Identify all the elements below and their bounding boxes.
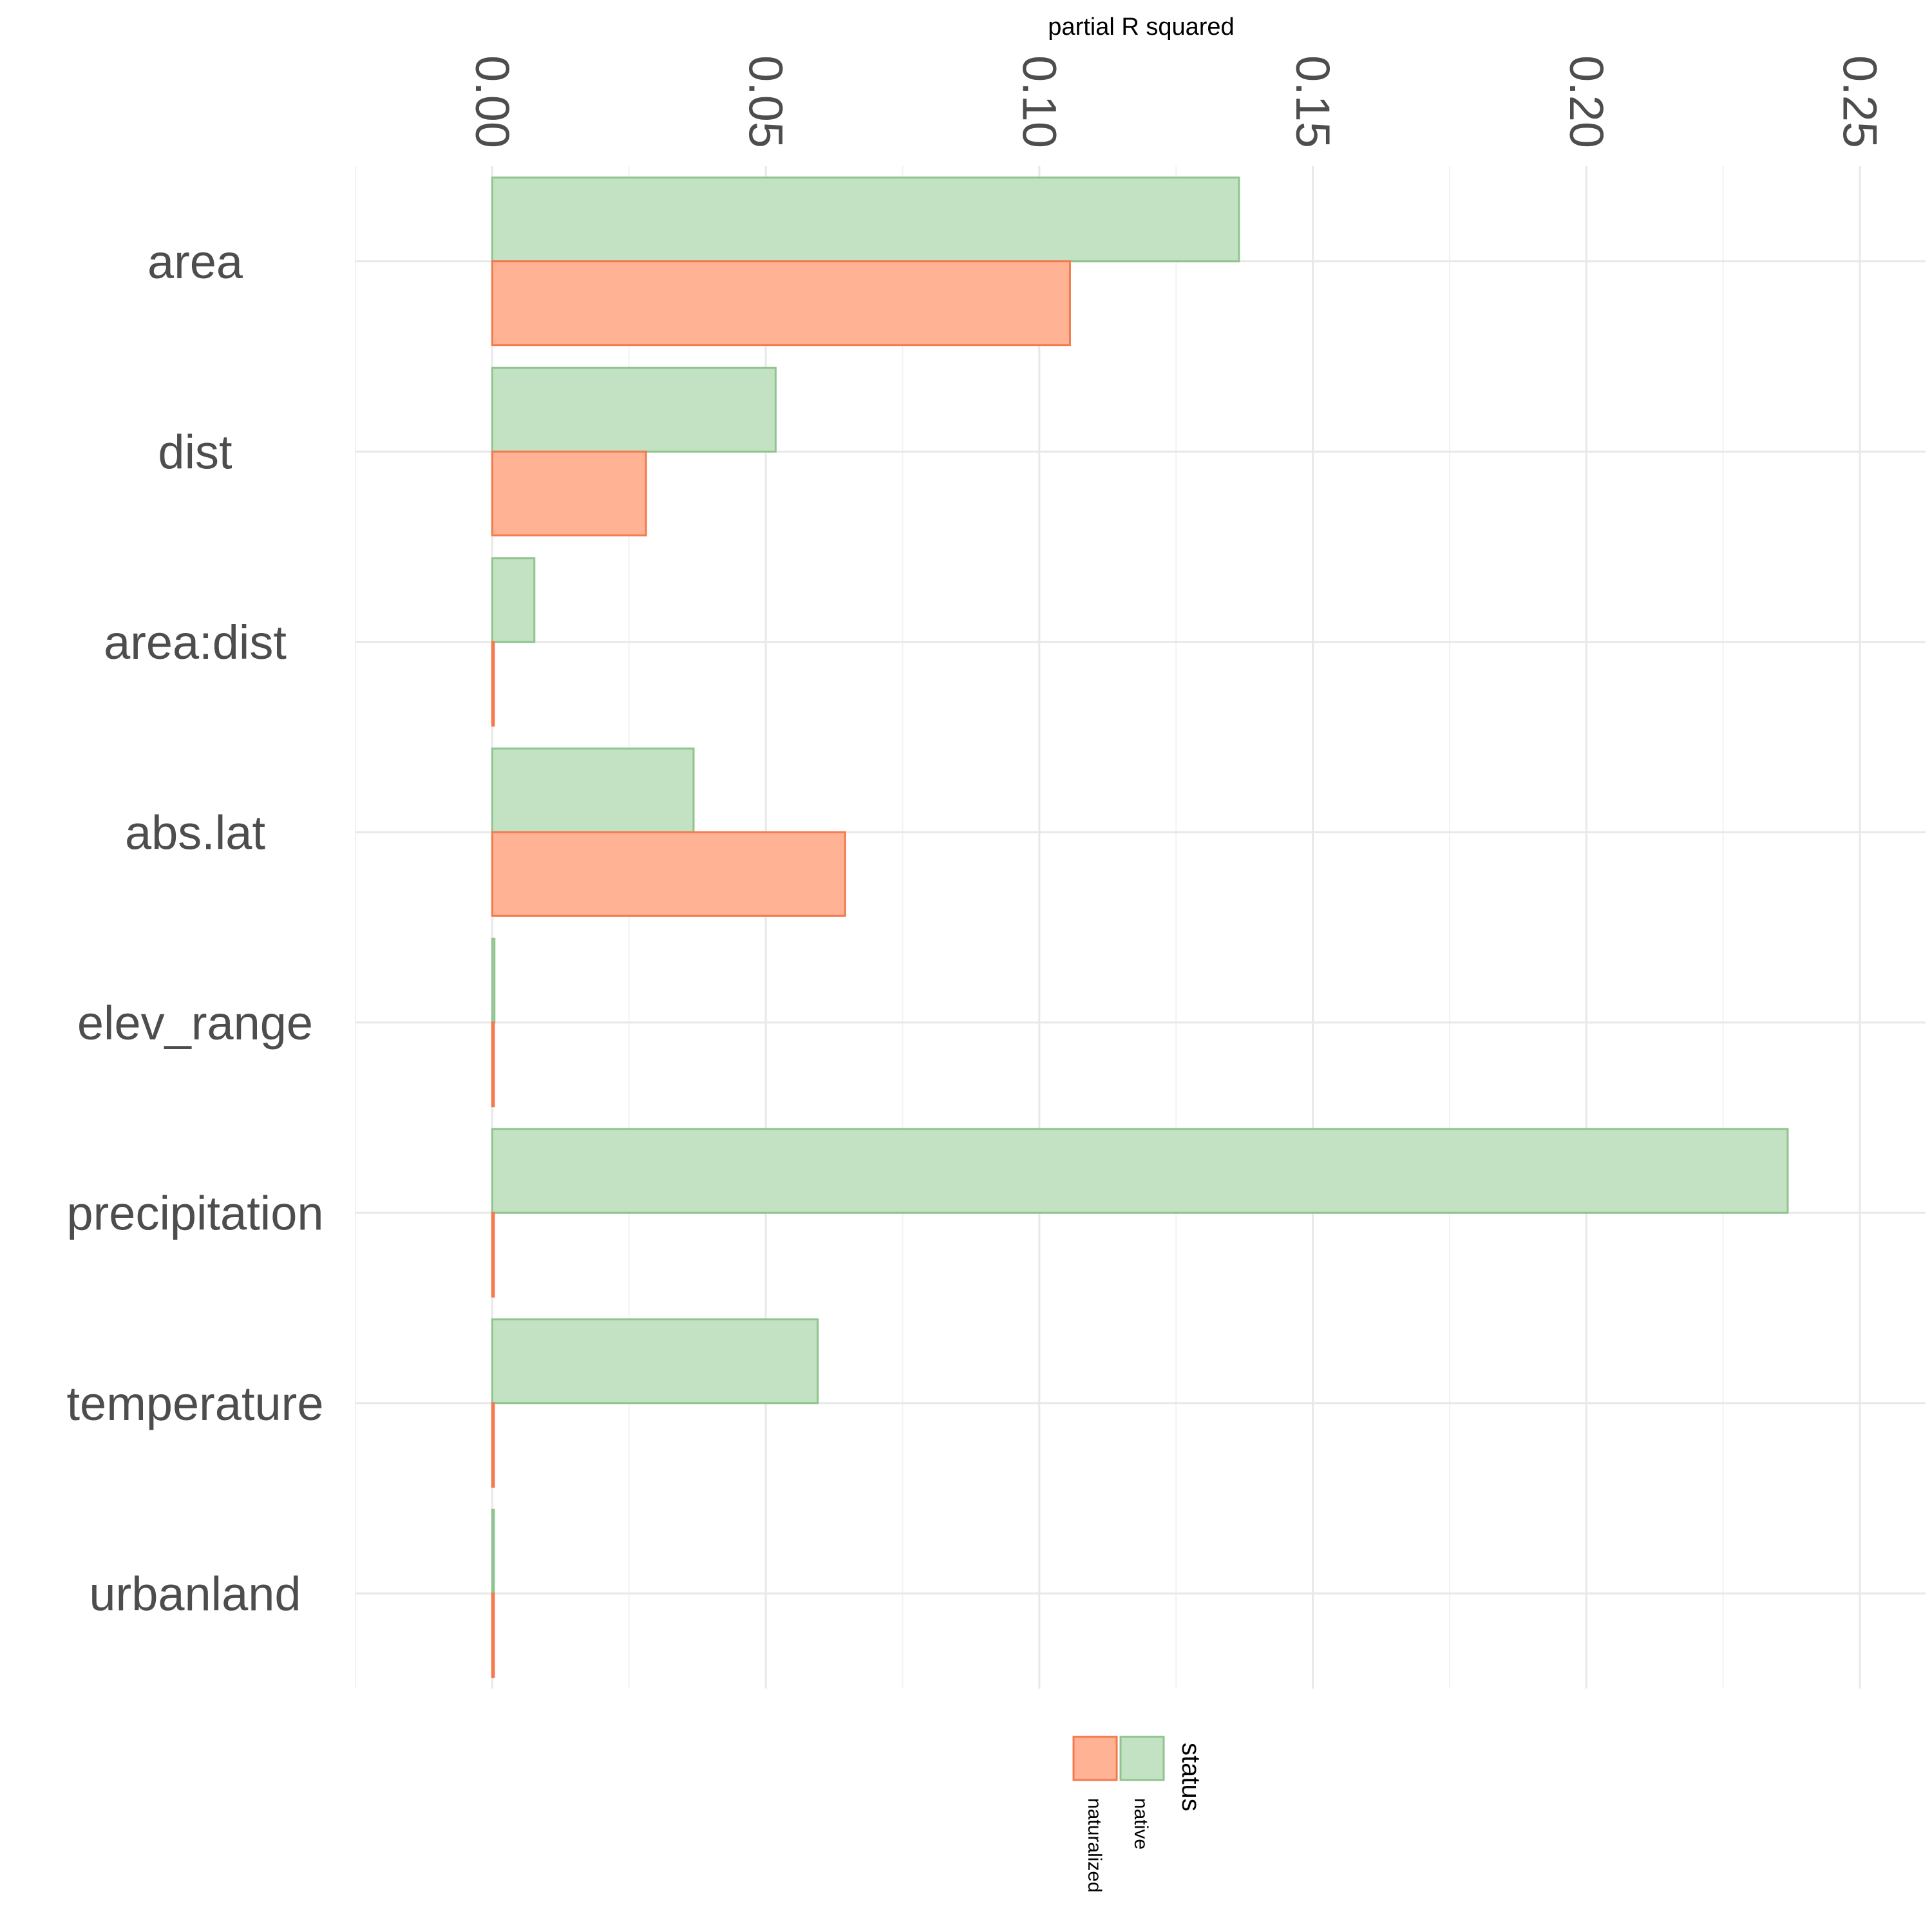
bar-naturalized-urbanland bbox=[491, 1592, 495, 1678]
y-tick-label: precipitation bbox=[66, 1186, 323, 1240]
bar-naturalized-dist bbox=[491, 450, 647, 536]
x-tick-label: 0.15 bbox=[1286, 55, 1340, 148]
bar-naturalized-temperature bbox=[491, 1402, 495, 1488]
x-tick-label: 0.00 bbox=[466, 55, 519, 148]
x-tick-label: 0.05 bbox=[739, 55, 793, 148]
x-axis-title: partial R squared bbox=[1048, 14, 1234, 41]
bar-naturalized-area bbox=[491, 260, 1071, 346]
x-tick-label: 0.25 bbox=[1833, 55, 1887, 148]
bar-naturalized-area:dist bbox=[491, 641, 495, 727]
bar-naturalized-elev_range bbox=[491, 1021, 495, 1108]
y-tick-label: urbanland bbox=[89, 1567, 301, 1620]
bar-native-temperature bbox=[491, 1318, 819, 1405]
bar-naturalized-abs.lat bbox=[491, 831, 846, 917]
bar-native-dist bbox=[491, 366, 777, 453]
y-tick-label: area bbox=[147, 235, 243, 289]
legend-label-native: native bbox=[1130, 1798, 1151, 1850]
y-tick-label: abs.lat bbox=[125, 806, 265, 859]
y-tick-label: area:dist bbox=[104, 616, 287, 669]
bar-native-precipitation bbox=[491, 1128, 1789, 1214]
legend: status naturalized native bbox=[1072, 1736, 1205, 1893]
bar-naturalized-precipitation bbox=[491, 1211, 495, 1298]
y-tick-label: elev_range bbox=[77, 996, 313, 1050]
y-axis-tick-labels: area dist area:dist abs.lat elev_rangeprecip… bbox=[66, 235, 323, 1621]
legend-key-naturalized bbox=[1072, 1736, 1118, 1781]
bar-native-area:dist bbox=[491, 557, 536, 643]
x-tick-label: 0.10 bbox=[1012, 55, 1066, 148]
y-tick-label: dist bbox=[158, 425, 232, 478]
bar-native-elev_range bbox=[491, 938, 496, 1024]
legend-key-native bbox=[1119, 1736, 1165, 1781]
x-axis-tick-labels: 0.00 0.05 0.10 0.15 0.20 0.25 bbox=[466, 55, 1887, 148]
bar-native-abs.lat bbox=[491, 747, 695, 833]
bar-native-area bbox=[491, 176, 1240, 263]
bar-native-urbanland bbox=[491, 1508, 495, 1595]
legend-title: status bbox=[1177, 1743, 1205, 1812]
y-tick-label: temperature bbox=[67, 1377, 324, 1430]
legend-label-naturalized: naturalized bbox=[1084, 1798, 1105, 1893]
x-tick-label: 0.20 bbox=[1560, 55, 1613, 148]
bars bbox=[491, 176, 1789, 1678]
